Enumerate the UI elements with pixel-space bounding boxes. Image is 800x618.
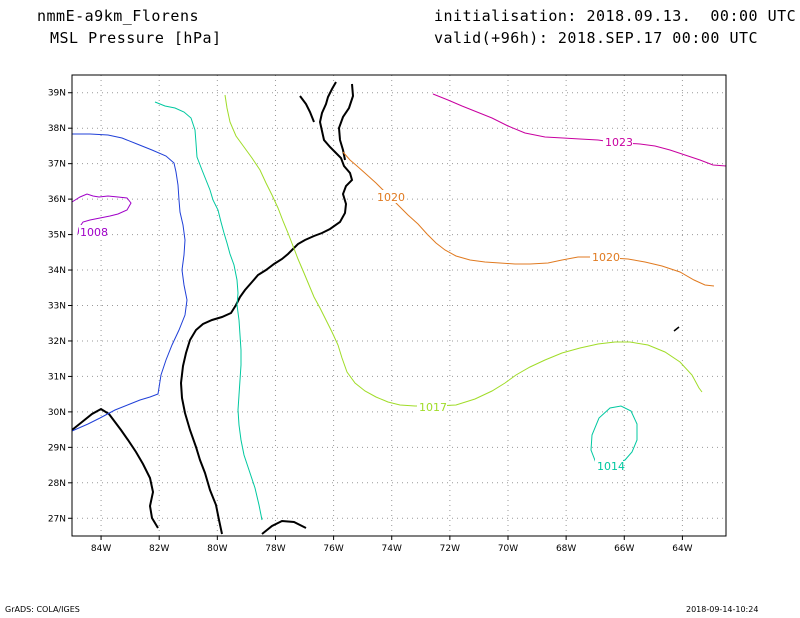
label-bg	[375, 190, 405, 203]
lon-label: 68W	[556, 544, 576, 554]
lon-label: 70W	[498, 544, 518, 554]
isobar-1008	[71, 193, 132, 235]
footer-timestamp: 2018-09-14-10:24	[686, 605, 759, 614]
label-bg	[603, 135, 633, 148]
field-title: MSL Pressure [hPa]	[50, 29, 222, 47]
lon-label: 64W	[672, 544, 692, 554]
lon-label: 72W	[440, 544, 460, 554]
model-title: nmmE-a9km_Florens	[37, 7, 200, 25]
lon-label: 84W	[91, 544, 111, 554]
lat-label: 27N	[48, 514, 66, 524]
isobar-label-1017: 1017	[419, 401, 447, 414]
label-bg	[590, 250, 620, 263]
isobar-label-1008: 1008	[80, 226, 108, 239]
label-bg	[595, 458, 623, 471]
axis-tick-labels: 84W 82W 80W 78W 76W 74W 72W 70W 68W 66W 64W 27N 28N 2…	[48, 89, 693, 554]
label-bg	[417, 400, 447, 413]
isobars	[71, 93, 727, 521]
lat-label: 28N	[48, 479, 66, 489]
lat-label: 32N	[48, 337, 66, 347]
lat-label: 37N	[48, 160, 66, 170]
isobar-label-1014: 1014	[597, 460, 625, 473]
isobar-label-1023: 1023	[605, 136, 633, 149]
coastline-gulf-east	[261, 519, 307, 535]
isobar-labels: 1008 1014 1017 1020 1020 1023	[79, 135, 633, 473]
coastline-gulf	[71, 407, 159, 529]
lat-label: 30N	[48, 408, 66, 418]
lat-label: 34N	[48, 266, 66, 276]
coastline-chesapeake	[337, 83, 355, 161]
lon-label: 76W	[323, 544, 343, 554]
isobar-1014-low	[590, 405, 638, 465]
coastline-mainland	[179, 81, 354, 535]
initialisation-time: initialisation: 2018.09.13. 00:00 UTC	[434, 7, 797, 25]
isobar-label-1020: 1020	[592, 251, 620, 264]
isobar-1017	[224, 94, 703, 407]
isobar-1011	[71, 133, 188, 432]
lon-label: 82W	[149, 544, 169, 554]
lat-label: 33N	[48, 302, 66, 312]
valid-time: valid(+96h): 2018.SEP.17 00:00 UTC	[434, 29, 759, 47]
lat-label: 29N	[48, 443, 66, 453]
coastline	[71, 81, 680, 535]
map-frame	[71, 74, 727, 537]
lon-label: 80W	[207, 544, 227, 554]
isobar-1023	[432, 93, 727, 167]
label-bg	[79, 225, 107, 238]
isobar-label-1020: 1020	[377, 191, 405, 204]
lat-label: 35N	[48, 231, 66, 241]
lat-lon-grid	[72, 75, 726, 536]
coastline-delmarva	[299, 95, 315, 123]
footer-credit: GrADS: COLA/IGES	[5, 605, 80, 614]
lat-label: 36N	[48, 195, 66, 205]
isobar-1020	[342, 151, 715, 287]
lon-label: 66W	[614, 544, 634, 554]
lon-label: 78W	[265, 544, 285, 554]
isobar-1014	[154, 101, 263, 521]
lat-label: 38N	[48, 124, 66, 134]
coastline-bahamas	[673, 326, 680, 332]
lon-label: 74W	[382, 544, 402, 554]
lat-label: 31N	[48, 372, 66, 382]
lat-label: 39N	[48, 89, 66, 99]
